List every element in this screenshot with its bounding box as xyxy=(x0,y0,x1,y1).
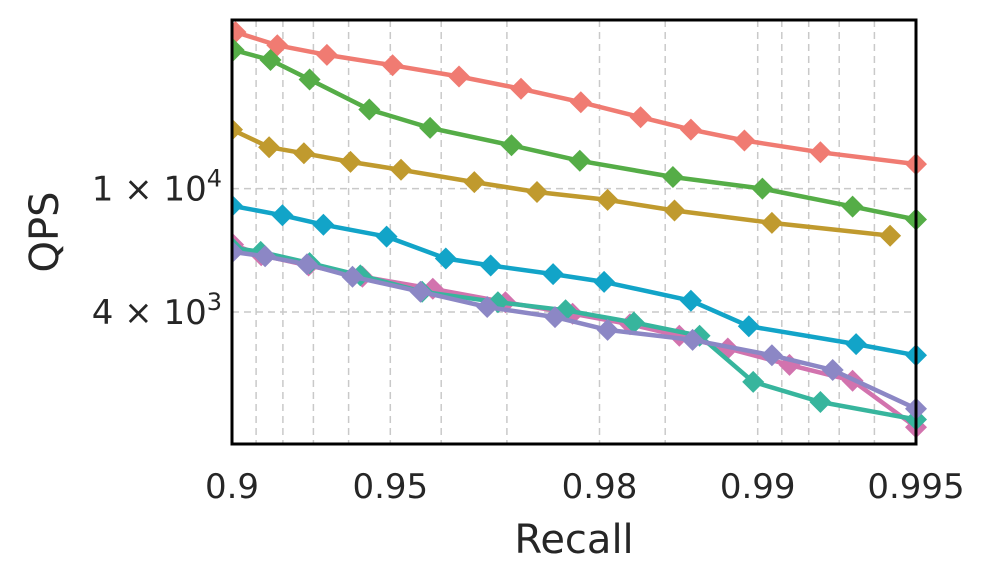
data-point-marker xyxy=(809,141,832,164)
data-point-marker xyxy=(258,136,281,159)
y-tick-exponent: 3 xyxy=(207,288,222,316)
data-point-marker xyxy=(298,68,321,91)
series-1 xyxy=(232,21,927,176)
y-tick-base: 4 × 10 xyxy=(92,293,207,333)
plot-frame xyxy=(230,18,918,446)
data-point-marker xyxy=(463,171,486,194)
data-point-marker xyxy=(821,359,844,381)
series-2 xyxy=(232,39,927,231)
data-point-marker xyxy=(760,344,783,367)
data-point-marker xyxy=(596,188,619,211)
series-7 xyxy=(232,240,927,420)
data-point-marker xyxy=(409,280,432,303)
data-point-marker xyxy=(629,106,652,129)
data-point-marker xyxy=(381,54,404,77)
data-point-marker xyxy=(526,181,548,203)
data-point-marker xyxy=(596,318,619,341)
data-point-marker xyxy=(751,177,774,200)
data-point-marker xyxy=(622,311,645,334)
data-point-marker xyxy=(296,253,318,276)
data-point-marker xyxy=(661,166,684,188)
data-point-marker xyxy=(737,315,760,338)
data-point-marker xyxy=(542,263,565,286)
data-point-marker xyxy=(544,306,566,329)
data-point-marker xyxy=(733,129,756,152)
data-point-marker xyxy=(315,43,338,66)
data-point-marker xyxy=(375,225,398,248)
x-tick-label: 0.995 xyxy=(867,467,964,507)
data-point-marker xyxy=(339,150,362,173)
data-point-marker xyxy=(232,240,244,263)
data-point-marker xyxy=(254,245,277,268)
x-axis-title: Recall xyxy=(514,517,633,563)
data-point-marker xyxy=(434,247,457,270)
y-axis-title: QPS xyxy=(22,192,68,273)
data-point-marker xyxy=(479,254,502,277)
y-tick-label: 1 × 104 xyxy=(92,165,222,210)
data-point-marker xyxy=(312,213,335,236)
data-point-marker xyxy=(841,195,864,218)
series-group xyxy=(232,21,927,439)
data-point-marker xyxy=(232,39,245,61)
data-point-marker xyxy=(593,270,616,293)
data-point-marker xyxy=(232,194,243,217)
data-point-marker xyxy=(663,199,686,222)
series-3 xyxy=(232,118,902,247)
data-point-marker xyxy=(879,224,902,247)
data-point-marker xyxy=(681,328,704,351)
data-point-marker xyxy=(500,134,523,157)
data-point-marker xyxy=(341,265,364,288)
data-point-marker xyxy=(510,77,532,100)
data-point-marker xyxy=(271,204,294,227)
x-tick-label: 0.98 xyxy=(562,467,638,507)
data-point-marker xyxy=(679,118,702,141)
data-point-marker xyxy=(845,333,868,356)
series-6 xyxy=(232,236,927,431)
y-tick-label: 4 × 103 xyxy=(92,288,222,333)
y-tick-label-text: 1 × 104 xyxy=(92,165,222,210)
data-point-marker xyxy=(569,91,592,114)
data-point-marker xyxy=(809,391,832,413)
y-tick-label-text: 4 × 103 xyxy=(92,288,222,333)
data-point-marker xyxy=(568,149,591,172)
x-tick-label: 0.99 xyxy=(720,467,796,507)
data-point-marker xyxy=(760,211,783,234)
y-axis-ticks: 1 × 104 4 × 103 xyxy=(92,165,222,333)
data-point-marker xyxy=(259,49,282,71)
data-point-marker xyxy=(419,116,442,139)
x-axis-ticks: 0.9 0.95 0.98 0.99 0.995 xyxy=(205,467,965,507)
data-point-marker xyxy=(232,21,247,44)
data-point-marker xyxy=(448,65,470,88)
series-line xyxy=(232,127,893,238)
data-point-marker xyxy=(679,289,702,312)
x-tick-label: 0.9 xyxy=(205,467,259,507)
y-tick-exponent: 4 xyxy=(207,165,222,193)
data-point-marker xyxy=(476,296,499,318)
data-point-marker xyxy=(742,370,765,393)
y-tick-base: 1 × 10 xyxy=(92,170,207,210)
series-layer xyxy=(232,21,927,439)
data-point-marker xyxy=(358,98,381,121)
data-point-marker xyxy=(232,118,243,141)
series-4 xyxy=(232,194,927,367)
grid-lines xyxy=(231,20,917,444)
x-tick-label: 0.95 xyxy=(352,467,428,507)
data-point-marker xyxy=(390,158,412,181)
data-point-marker xyxy=(292,142,315,165)
